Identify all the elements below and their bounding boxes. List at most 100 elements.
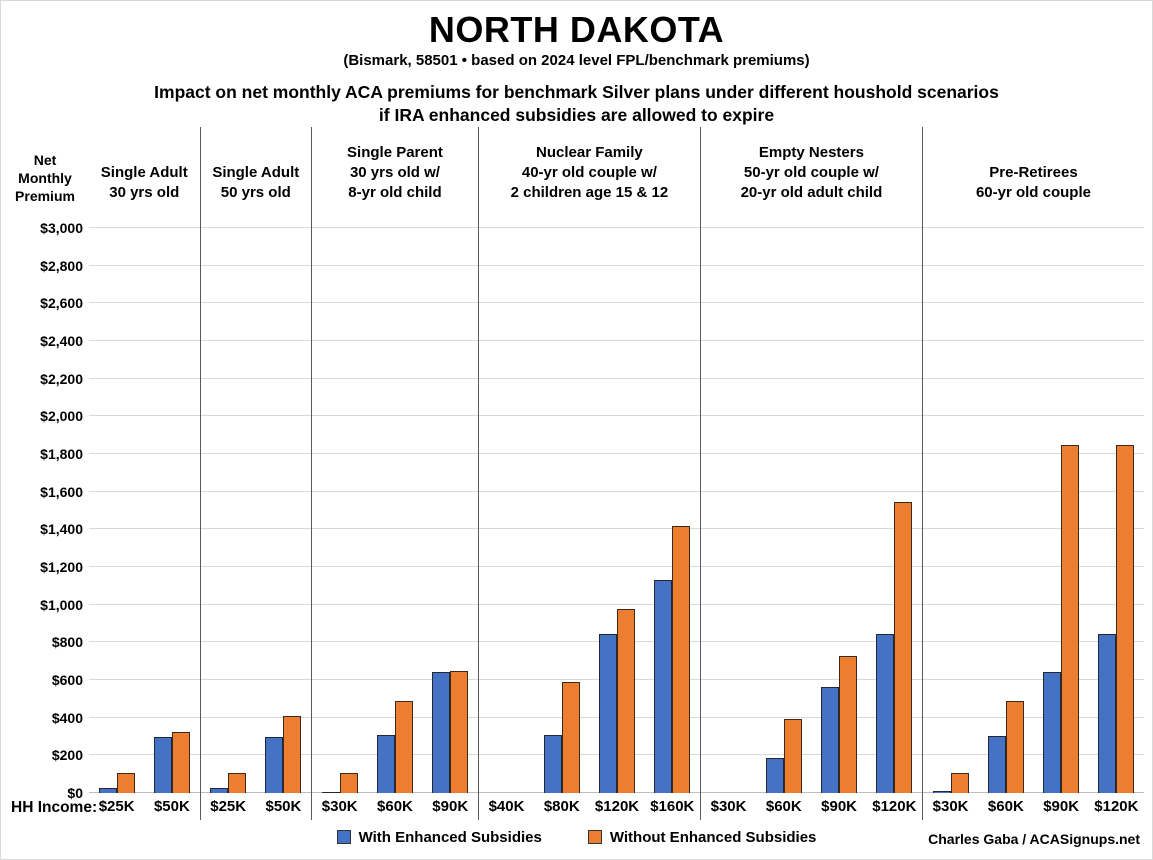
scenario-group-title-line: Empty Nesters	[758, 144, 864, 161]
y-axis: Net Monthly Premium $0 $200 $400 $600 $800 $1,0…	[1, 127, 89, 820]
y-axis-tick-label: $400	[51, 709, 83, 726]
income-label: $160K	[650, 798, 695, 815]
income-slot	[811, 211, 866, 793]
bar-without-subsidies	[839, 655, 858, 793]
bar-without-subsidies	[561, 681, 580, 793]
income-slot	[479, 211, 534, 793]
income-slot	[423, 211, 478, 793]
income-label: $40K	[488, 798, 525, 815]
scenario-group-plot	[89, 211, 200, 793]
gridline	[478, 340, 700, 341]
bar-without-subsidies	[1116, 444, 1135, 793]
income-slot	[89, 211, 144, 793]
bar-without-subsidies	[394, 700, 413, 793]
y-axis-tick-label: $200	[51, 747, 83, 764]
income-label: $50K	[265, 798, 302, 815]
gridline	[89, 453, 200, 454]
bar-with-subsidies	[1098, 633, 1117, 793]
scenario-group-title-line: Single Parent	[347, 144, 443, 161]
gridline	[922, 566, 1144, 567]
income-label: $90K	[432, 798, 469, 815]
y-axis-tick-label: $2,000	[40, 408, 83, 425]
bar-with-subsidies	[932, 791, 951, 793]
gridline	[200, 302, 312, 304]
gridline	[478, 754, 700, 756]
gridline	[478, 528, 700, 530]
bar-with-subsidies	[265, 736, 284, 793]
legend-item-without-subsidies: Without Enhanced Subsidies	[587, 829, 816, 846]
bar-with-subsidies	[876, 633, 895, 793]
chart-heading: Impact on net monthly ACA premiums for b…	[1, 81, 1152, 127]
bar-with-subsidies	[543, 734, 562, 793]
gridline	[922, 603, 1144, 605]
income-label: $90K	[1043, 798, 1080, 815]
scenario-group-title-line: Pre-Retirees	[989, 164, 1078, 181]
scenario-group-title: Pre-Retirees 60-yr old couple	[923, 127, 1144, 211]
bar-pair	[265, 211, 302, 793]
y-axis-tick-label: $800	[51, 634, 83, 651]
scenario-group-plot	[312, 211, 478, 793]
scenario-group-plot	[200, 211, 312, 793]
gridline	[700, 453, 922, 454]
bar-pair	[987, 211, 1024, 793]
plot-area: Single Adult 30 yrs old $25K $50K Single Adu…	[89, 127, 1144, 820]
scenario-group: Nuclear Family 40-yr old couple w/2 child…	[477, 127, 700, 820]
gridline	[200, 528, 312, 530]
gridline	[700, 377, 922, 379]
income-label: $60K	[765, 798, 802, 815]
bar-pair	[932, 211, 969, 793]
bar-without-subsidies	[283, 715, 302, 793]
gridline	[89, 340, 200, 341]
gridline	[200, 227, 312, 228]
bar-without-subsidies	[783, 718, 802, 793]
income-labels-row: $30K $60K $90K $120K	[701, 793, 922, 820]
gridline	[700, 716, 922, 718]
gridline	[200, 679, 312, 680]
legend-label-with-subsidies: With Enhanced Subsidies	[358, 828, 542, 846]
scenario-group: Single Parent 30 yrs old w/8-yr old child…	[311, 127, 478, 820]
scenario-group-title: Single Parent 30 yrs old w/8-yr old child	[312, 127, 478, 211]
gridline	[922, 641, 1144, 643]
income-labels-row: $30K $60K $90K	[312, 793, 478, 820]
gridline	[700, 641, 922, 643]
scenario-group-title: Single Adult 30 yrs old	[89, 127, 200, 211]
income-slot	[201, 211, 256, 793]
gridline	[200, 453, 312, 454]
gridline	[312, 415, 478, 417]
bar-with-subsidies	[153, 736, 172, 793]
gridline	[312, 679, 478, 680]
gridline	[922, 302, 1144, 304]
y-axis-tick-label: $600	[51, 672, 83, 688]
bar-without-subsidies	[228, 773, 247, 793]
scenario-group-title-line: Single Adult	[100, 164, 188, 181]
income-slot	[589, 211, 644, 793]
bar-pair	[654, 211, 691, 793]
gridline	[700, 754, 922, 756]
gridline	[700, 264, 922, 266]
gridline	[478, 603, 700, 605]
gridline	[700, 566, 922, 567]
income-label: $90K	[821, 798, 857, 815]
gridline	[700, 227, 922, 228]
y-axis-tick-label: $2,600	[40, 295, 83, 312]
income-labels-row: $30K $60K $90K $120K	[923, 793, 1144, 820]
bar-slots	[201, 211, 312, 793]
x-axis-line	[200, 792, 312, 793]
bar-slots	[312, 211, 478, 793]
scenario-group-title-line: 60-yr old couple	[975, 184, 1091, 201]
gridline	[478, 227, 700, 228]
bar-pair	[821, 211, 858, 793]
bar-pair	[321, 211, 358, 793]
income-slot	[978, 211, 1033, 793]
income-slot	[1033, 211, 1088, 793]
legend-swatch-without-icon	[587, 830, 602, 844]
income-slot	[645, 211, 700, 793]
x-axis-line	[922, 792, 1144, 793]
legend: With Enhanced Subsidies Without Enhanced…	[1, 822, 1152, 852]
bar-without-subsidies	[672, 525, 691, 793]
legend-item-with-subsidies: With Enhanced Subsidies	[336, 828, 542, 846]
scenario-group-title-line: Single Adult	[212, 164, 300, 181]
income-slot	[923, 211, 978, 793]
bar-pair	[432, 211, 469, 793]
gridline	[922, 679, 1144, 680]
